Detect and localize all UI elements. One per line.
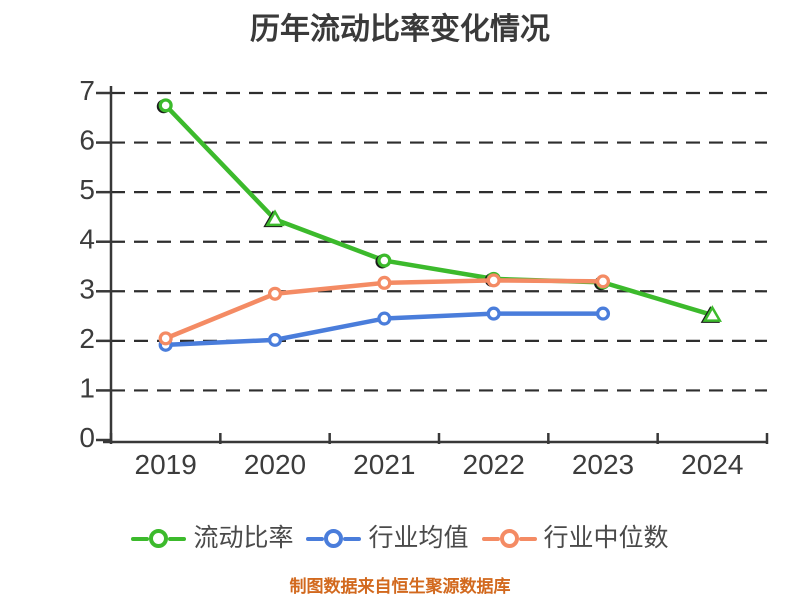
y-axis-label: 7 [79,75,95,106]
y-axis-label: 2 [79,323,95,354]
chart-title: 历年流动比率变化情况 [250,13,550,46]
legend-item-label: 流动比率 [193,524,294,552]
x-axis-label: 2020 [244,449,306,480]
data-point-marker [377,311,392,326]
data-point-marker [265,209,285,227]
legend-marker-icon [149,529,169,548]
data-point-marker [377,253,392,268]
data-point-marker [158,331,173,346]
x-axis-label: 2023 [572,449,634,480]
legend-line-segment [131,536,150,541]
legend-line-segment [518,536,537,541]
data-point-marker [267,286,283,301]
y-axis-label: 3 [79,273,95,304]
y-axis-label: 1 [79,372,95,403]
legend-line-segment [168,536,187,541]
legend-item-industry-median: 行业中位数 [481,524,669,553]
legend-line-segment [343,536,362,541]
y-axis-label: 5 [79,174,95,205]
legend-item-label: 行业均值 [368,524,469,552]
legend-item-industry-average: 行业均值 [306,524,469,553]
data-point-marker [595,306,611,321]
y-axis-label: 0 [79,422,95,453]
legend-marker-icon [499,529,519,548]
data-point-marker [267,332,283,347]
legend-item-current-ratio: 流动比率 [131,524,293,553]
x-axis-label: 2024 [681,449,743,480]
legend: 流动比率 行业均值 行业中位数 [0,524,800,553]
data-point-marker [486,306,501,321]
y-axis-label: 6 [79,125,95,156]
series-line-0 [163,103,715,318]
data-point-marker [486,273,501,288]
data-point-marker [595,274,611,289]
data-source-caption: 制图数据来自恒生聚源数据库 [289,577,511,596]
data-point-marker [702,305,722,322]
data-point-marker [158,98,173,113]
x-axis-label: 2022 [463,449,525,480]
x-axis-label: 2019 [135,449,197,480]
legend-item-label: 行业中位数 [543,524,669,552]
x-axis-label: 2021 [353,449,415,480]
legend-line-segment [481,536,500,541]
legend-marker-icon [324,529,344,548]
y-axis-label: 4 [79,224,95,255]
data-point-marker [377,275,392,290]
legend-line-segment [306,536,325,541]
